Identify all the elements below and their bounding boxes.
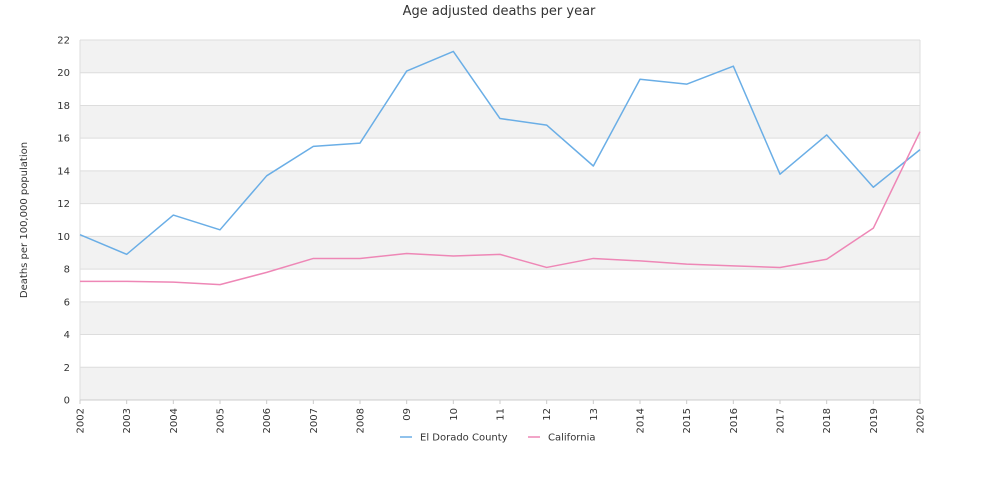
x-tick-label: 2008 bbox=[356, 408, 367, 433]
chart-title: Age adjusted deaths per year bbox=[403, 4, 596, 19]
x-tick-label: 2007 bbox=[309, 408, 320, 433]
grid-band bbox=[80, 203, 920, 237]
y-tick-label: 18 bbox=[57, 101, 70, 112]
grid-band bbox=[80, 72, 920, 106]
gridlines bbox=[79, 39, 921, 401]
y-tick-label: 10 bbox=[57, 232, 70, 243]
y-axis: 0 2 4 6 8 10 12 14 16 18 20 22 bbox=[57, 36, 70, 407]
x-tick-label: 2018 bbox=[822, 408, 833, 433]
y-tick-label: 12 bbox=[57, 199, 70, 210]
legend-label: El Dorado County bbox=[420, 433, 508, 444]
x-tick-label: 2003 bbox=[122, 408, 133, 433]
x-tick-label: 2017 bbox=[776, 408, 787, 433]
x-tick-label: 11 bbox=[496, 408, 507, 421]
x-tick-label: 2014 bbox=[636, 408, 647, 433]
x-tick-label: 2020 bbox=[916, 408, 927, 433]
grid-band bbox=[80, 40, 920, 73]
y-tick-label: 6 bbox=[64, 297, 70, 308]
x-tick-label: 2016 bbox=[729, 408, 740, 433]
grid-band bbox=[80, 105, 920, 139]
legend-label: California bbox=[548, 433, 596, 444]
x-tick-label: 13 bbox=[589, 408, 600, 421]
x-tick-label: 12 bbox=[542, 408, 553, 421]
x-tick-label: 2002 bbox=[76, 408, 87, 433]
grid-band bbox=[80, 269, 920, 302]
y-tick-label: 4 bbox=[64, 330, 70, 341]
series-line-el-dorado-county[interactable] bbox=[79, 50, 921, 256]
legend[interactable]: El Dorado County California bbox=[400, 433, 596, 444]
x-tick-label: 09 bbox=[402, 408, 413, 421]
grid-band bbox=[80, 138, 920, 171]
x-tick-label: 2019 bbox=[869, 408, 880, 433]
y-tick-label: 20 bbox=[57, 68, 70, 79]
x-tick-label: 2004 bbox=[169, 408, 180, 433]
grid-band bbox=[80, 301, 920, 335]
grid-band bbox=[80, 170, 920, 204]
grid-band bbox=[80, 334, 920, 368]
y-tick-label: 22 bbox=[57, 36, 70, 47]
y-axis-label: Deaths per 100,000 population bbox=[19, 142, 30, 298]
grid-band bbox=[80, 367, 920, 400]
series-line-california[interactable] bbox=[80, 131, 921, 286]
legend-item[interactable]: California bbox=[528, 433, 596, 444]
y-tick-label: 8 bbox=[64, 265, 70, 276]
grid-bands bbox=[80, 40, 920, 400]
x-tick-label: 2015 bbox=[682, 408, 693, 433]
grid-band bbox=[80, 236, 920, 270]
x-axis: 2002 2003 2004 2005 2006 2007 2008 09 10 11 12 13 20… bbox=[76, 400, 927, 433]
y-tick-label: 2 bbox=[64, 363, 70, 374]
x-tick-label: 2006 bbox=[262, 408, 273, 433]
series-lines bbox=[79, 50, 921, 286]
y-tick-label: 16 bbox=[57, 134, 70, 145]
y-tick-label: 14 bbox=[57, 166, 70, 177]
y-tick-label: 0 bbox=[64, 396, 70, 407]
legend-item[interactable]: El Dorado County bbox=[400, 433, 508, 444]
x-tick-label: 2005 bbox=[216, 408, 227, 433]
x-tick-label: 10 bbox=[449, 408, 460, 421]
